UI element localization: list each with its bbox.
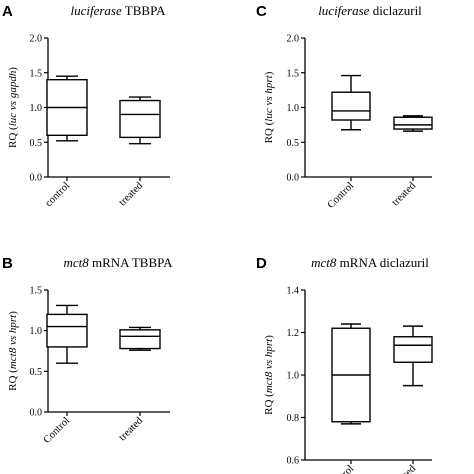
y-tick-label: 0.5	[287, 138, 300, 149]
iqr-box	[119, 99, 161, 139]
x-tick-label: treated	[117, 415, 146, 444]
iqr-box	[46, 313, 88, 348]
box-1	[331, 74, 371, 131]
panel-title: luciferase diclazuril	[318, 3, 422, 18]
y-axis-label: RQ (mct8 vs hprt)	[263, 335, 275, 415]
y-tick-label: 1.0	[30, 326, 43, 337]
panel-title: mct8 mRNA diclazuril	[311, 255, 429, 270]
ylabel-italic: mct8 vs hprt	[7, 314, 19, 369]
y-tick-label: 1.5	[30, 286, 43, 297]
y-tick-label: 0.0	[287, 173, 300, 184]
ylabel-suffix: )	[7, 67, 19, 71]
iqr-box	[393, 116, 433, 130]
y-tick-label: 0.6	[287, 456, 300, 467]
ylabel-italic: luc vs hprt	[263, 74, 275, 121]
ylabel-prefix: RQ (	[7, 369, 19, 391]
ylabel-prefix: RQ (	[263, 121, 275, 143]
x-tick-label: control	[43, 180, 72, 209]
y-tick-label: 2.0	[287, 34, 300, 45]
x-tick-label: treated	[390, 463, 419, 474]
y-axis-label: RQ (mct8 vs hprt)	[7, 311, 19, 391]
x-tick-label: treated	[117, 180, 146, 209]
y-tick-label: 1.5	[287, 68, 300, 79]
y-tick-label: 1.2	[287, 328, 300, 339]
box-1	[46, 304, 88, 364]
y-tick-label: 0.0	[30, 408, 43, 419]
x-tick-label: Control	[326, 463, 357, 474]
panel-letter: C	[256, 3, 267, 20]
y-tick-label: 1.0	[287, 371, 300, 382]
panel-letter: D	[256, 255, 267, 272]
box-2	[393, 325, 433, 387]
y-tick-label: 1.4	[287, 286, 300, 297]
box-2	[119, 96, 161, 145]
y-tick-label: 2.0	[30, 34, 43, 45]
title-italic-part: luciferase	[71, 3, 122, 18]
iqr-box	[119, 329, 161, 350]
title-rest-part: mRNA diclazuril	[336, 255, 429, 270]
title-italic-part: mct8	[311, 255, 337, 270]
ylabel-italic: mct8 vs hprt	[263, 338, 275, 393]
panel-letter: A	[2, 3, 13, 20]
ylabel-suffix: )	[263, 71, 275, 75]
box-2	[119, 326, 161, 351]
panel-letter: B	[2, 255, 13, 272]
ylabel-prefix: RQ (	[263, 393, 275, 415]
y-tick-label: 0.5	[30, 138, 43, 149]
box-2	[393, 115, 433, 132]
ylabel-prefix: RQ (	[7, 126, 19, 148]
y-axis-label: RQ (luc vs gapdh)	[7, 67, 19, 148]
x-tick-label: treated	[390, 180, 419, 209]
y-tick-label: 0.5	[30, 367, 43, 378]
iqr-box	[331, 91, 371, 121]
ylabel-italic: luc vs gapdh	[7, 70, 19, 126]
iqr-box	[393, 336, 433, 363]
ylabel-suffix: )	[263, 335, 275, 339]
y-tick-label: 1.0	[287, 103, 300, 114]
panel-title: mct8 mRNA TBBPA	[63, 255, 173, 270]
title-italic-part: luciferase	[318, 3, 369, 18]
y-tick-label: 1.0	[30, 103, 43, 114]
title-rest-part: mRNA TBBPA	[89, 255, 173, 270]
ylabel-suffix: )	[7, 311, 19, 315]
y-tick-label: 0.0	[30, 173, 43, 184]
y-axis-label: RQ (luc vs hprt)	[263, 71, 275, 143]
y-tick-label: 0.8	[287, 413, 300, 424]
box-1	[331, 323, 371, 425]
title-rest-part: TBBPA	[122, 3, 166, 18]
panel-title: luciferase TBBPA	[71, 3, 167, 18]
title-rest-part: diclazuril	[369, 3, 422, 18]
y-tick-label: 1.5	[30, 68, 43, 79]
x-tick-label: Control	[326, 180, 357, 211]
x-tick-label: Control	[42, 415, 73, 446]
box-1	[46, 75, 88, 142]
title-italic-part: mct8	[63, 255, 89, 270]
